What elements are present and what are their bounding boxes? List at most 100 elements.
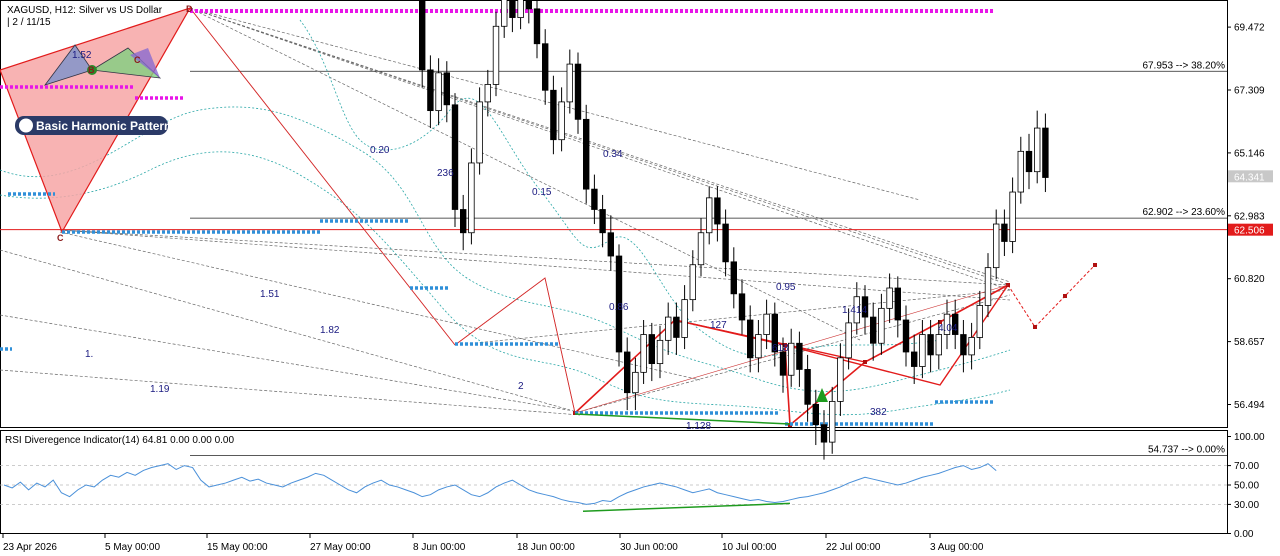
- candle-body: [665, 316, 672, 341]
- price-tick-label: 58.657: [1234, 337, 1265, 348]
- candle-body: [788, 342, 795, 376]
- fan-line: [0, 249, 571, 411]
- candle-body: [943, 313, 951, 335]
- pattern-point-label: B: [88, 65, 95, 75]
- candle-body: [1009, 191, 1016, 242]
- candle-body: [812, 403, 819, 426]
- candle-body: [525, 0, 532, 10]
- candle-body: [706, 197, 713, 234]
- current-price-label: 62.506: [1234, 226, 1265, 237]
- candle-body: [681, 299, 688, 338]
- fan-line: [454, 289, 1011, 346]
- current-price-box: [1228, 223, 1273, 236]
- ratio-label: 1.82: [320, 325, 340, 336]
- candle-body: [755, 334, 762, 359]
- candle-body: [476, 101, 483, 164]
- rsi-tick-label: 100.00: [1234, 432, 1265, 443]
- ratio-label: 618: [772, 343, 789, 354]
- logo-circle-icon: [17, 116, 35, 135]
- time-tick-label: 15 May 00:00: [207, 542, 268, 553]
- candle-body: [853, 296, 860, 324]
- candles-layer: [418, 0, 1049, 460]
- price-divergence-line: [574, 413, 791, 425]
- price-tick-label: 56.494: [1234, 400, 1265, 411]
- ratio-label: 1.: [85, 349, 93, 360]
- fan-line: [189, 7, 1011, 286]
- ratio-label: 0.86: [609, 302, 629, 313]
- ratio-label: 1.52: [72, 50, 92, 61]
- candle-body: [583, 118, 590, 190]
- time-tick-label: 23 Apr 2026: [3, 542, 57, 553]
- fan-line: [59, 229, 1011, 301]
- candle-body: [591, 188, 598, 210]
- candle-body: [952, 313, 959, 335]
- candle-body: [542, 43, 549, 91]
- candle-body: [960, 334, 967, 356]
- candle-body: [984, 267, 992, 306]
- fib-level-label: 54.737 --> 0.00%: [1148, 445, 1225, 456]
- candle-body: [533, 8, 541, 45]
- symbol-title: XAGUSD, H12: Silver vs US Dollar: [7, 5, 163, 16]
- pattern-point-label: C: [57, 233, 64, 243]
- time-tick-label: 30 Jun 00:00: [620, 542, 678, 553]
- candle-body: [894, 287, 901, 321]
- candle-body: [484, 84, 491, 103]
- pattern-leg: [674, 319, 866, 363]
- candle-body: [418, 0, 426, 71]
- logo-dot-icon: [87, 65, 97, 75]
- candle-body: [500, 0, 508, 27]
- harmonic-logo: Basic Harmonic Pattern: [15, 116, 171, 135]
- candle-body: [771, 313, 778, 353]
- rsi-line: [3, 463, 997, 505]
- time-tick-label: 18 Jun 00:00: [517, 542, 575, 553]
- ratio-label: 236: [437, 168, 454, 179]
- pattern-leg: [784, 284, 1009, 386]
- logo-shape-icon: [43, 44, 93, 86]
- pattern-point-marker: [783, 343, 787, 347]
- candle-body: [689, 264, 696, 301]
- sub-title: | 2 / 11/15: [7, 17, 51, 28]
- bid-price-label: 64.341: [1234, 172, 1265, 183]
- candle-body: [747, 319, 754, 359]
- envelope-upper: [0, 106, 1011, 392]
- candle-body: [1001, 223, 1008, 242]
- candle-body: [714, 197, 721, 225]
- ratio-label: 1.128: [686, 421, 711, 432]
- ratio-label: 0.34: [603, 149, 623, 160]
- pattern-point-marker: [938, 320, 942, 324]
- time-tick-label: 3 Aug 00:00: [930, 542, 984, 553]
- ratio-label: 2: [518, 381, 524, 392]
- candle-body: [673, 316, 680, 338]
- candle-body: [1034, 127, 1041, 173]
- rsi-divergence-line: [582, 502, 791, 512]
- fan-line: [0, 314, 581, 413]
- rsi-panel-frame: [0, 430, 1228, 534]
- candle-body: [779, 351, 787, 376]
- pattern-point-marker: [1063, 294, 1067, 298]
- projection-path: [1007, 264, 1096, 328]
- candle-body: [599, 209, 606, 234]
- candle-body: [1025, 150, 1033, 173]
- price-tick-label: 60.820: [1234, 274, 1265, 285]
- logo-banner: [15, 116, 168, 135]
- ratio-label: 1.51: [260, 289, 280, 300]
- candle-body: [443, 72, 450, 106]
- envelope-middle: [299, 19, 941, 357]
- rsi-tick-label: 50.00: [1234, 481, 1259, 492]
- candle-body: [558, 101, 565, 141]
- ratio-label: 1.19: [150, 384, 170, 395]
- time-axis: 23 Apr 2026 5 May 00:00 15 May 00:00 27 May…: [2, 534, 984, 553]
- logo-shape-icon: [130, 48, 160, 78]
- candle-body: [550, 89, 557, 141]
- candle-body: [902, 319, 910, 353]
- ratio-label: 0.20: [370, 145, 390, 156]
- candle-body: [492, 25, 500, 85]
- ratio-label: 1.414: [842, 305, 867, 316]
- candle-body: [656, 339, 664, 365]
- candle-body: [574, 63, 582, 120]
- time-tick-label: 22 Jul 00:00: [826, 542, 881, 553]
- candle-body: [796, 342, 803, 370]
- price-tick-label: 69.472: [1234, 23, 1265, 34]
- rsi-indicator-label: RSI Diveregence Indicator(14) 64.81 0.00…: [5, 435, 234, 446]
